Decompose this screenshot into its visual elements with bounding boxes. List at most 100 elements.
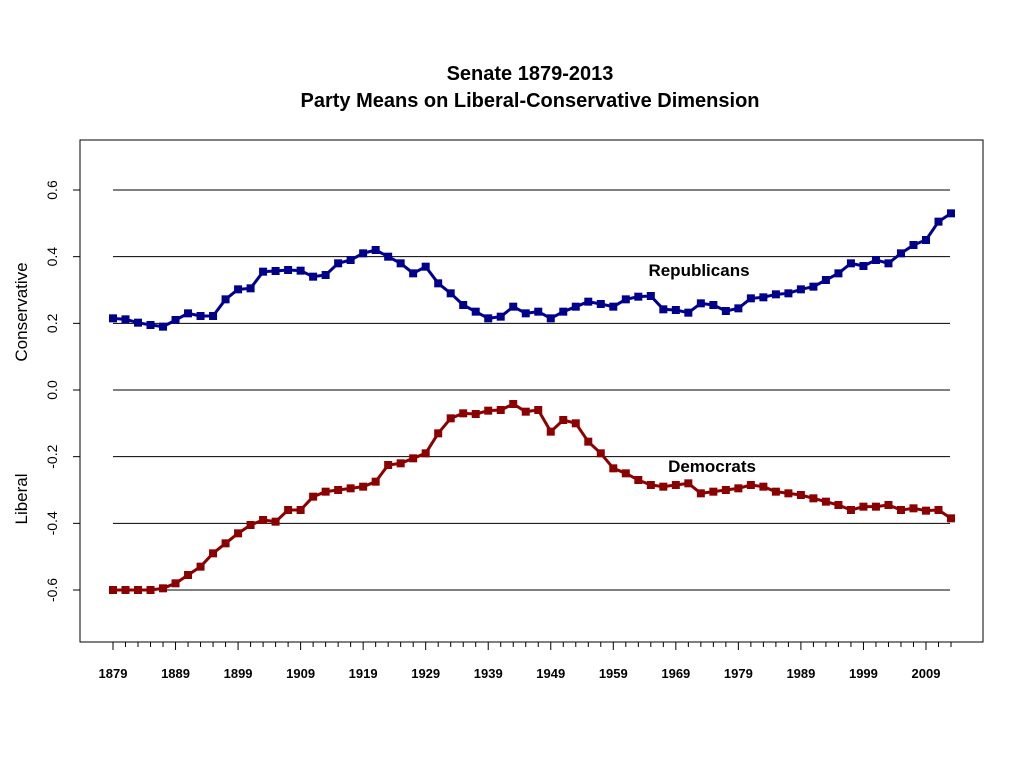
y-tick-label: -0.6 xyxy=(44,578,60,602)
republicans-point xyxy=(246,284,255,293)
republicans-point xyxy=(484,314,493,323)
democrats-point xyxy=(171,579,180,588)
democrats-point xyxy=(871,502,880,511)
y-axis: -0.6 -0.4 -0.2 0.0 0.2 0.4 0.6 xyxy=(44,180,80,602)
democrats-point xyxy=(371,477,380,486)
republicans-point xyxy=(646,292,655,301)
democrats-point xyxy=(246,520,255,529)
republicans-point xyxy=(921,236,930,245)
republicans-point xyxy=(784,289,793,298)
republicans-point xyxy=(621,295,630,304)
democrats-point xyxy=(134,585,143,594)
x-tick-label: 1899 xyxy=(224,666,253,681)
x-tick-label: 1979 xyxy=(724,666,753,681)
democrats-point xyxy=(559,415,568,424)
republicans-point xyxy=(934,217,943,226)
democrats-point xyxy=(484,406,493,415)
democrats-point xyxy=(721,485,730,494)
republicans-point xyxy=(184,309,193,318)
republicans-point xyxy=(309,272,318,281)
ylabel-conservative: Conservative xyxy=(12,262,31,361)
republicans-point xyxy=(134,318,143,327)
republicans-point xyxy=(859,262,868,271)
democrats-point xyxy=(521,407,530,416)
y-tick-label: 0.6 xyxy=(44,180,60,200)
y-tick-label: -0.4 xyxy=(44,511,60,535)
republicans-point xyxy=(234,285,243,294)
democrats-point xyxy=(796,490,805,499)
x-tick-label: 2009 xyxy=(912,666,941,681)
democrats-point xyxy=(846,505,855,514)
republicans-point xyxy=(684,308,693,317)
republicans-point xyxy=(296,266,305,275)
x-tick-label: 1909 xyxy=(286,666,315,681)
republicans-point xyxy=(946,209,955,218)
x-tick-label: 1889 xyxy=(161,666,190,681)
republicans-point xyxy=(821,276,830,285)
democrats-point xyxy=(259,515,268,524)
democrats-point xyxy=(209,549,218,558)
series-group xyxy=(109,209,955,594)
republicans-point xyxy=(696,299,705,308)
democrats-point xyxy=(346,484,355,493)
democrats-point xyxy=(734,484,743,493)
republicans-point xyxy=(209,312,218,321)
y-tick-label: 0.4 xyxy=(44,247,60,267)
x-axis: 1879 1889 1899 1909 1919 1929 1939 1949 1959 1969… xyxy=(99,642,952,681)
x-tick-label: 1919 xyxy=(349,666,378,681)
republicans-point xyxy=(446,289,455,298)
republicans-point xyxy=(734,304,743,313)
republicans-point xyxy=(371,246,380,255)
democrats-point xyxy=(534,405,543,414)
democrats-point xyxy=(571,419,580,428)
democrats-label: Democrats xyxy=(668,457,756,476)
democrats-point xyxy=(584,437,593,446)
democrats-point xyxy=(221,539,230,548)
republicans-label: Republicans xyxy=(648,261,749,280)
republicans-point xyxy=(546,314,555,323)
republicans-line xyxy=(112,212,952,329)
republicans-point xyxy=(909,241,918,250)
democrats-point xyxy=(646,480,655,489)
republicans-point xyxy=(284,266,293,275)
republicans-point xyxy=(709,301,718,310)
republicans-point xyxy=(584,297,593,306)
democrats-point xyxy=(446,414,455,423)
democrats-point xyxy=(421,449,430,458)
republicans-point xyxy=(121,315,130,324)
democrats-point xyxy=(496,405,505,414)
republicans-point xyxy=(359,249,368,258)
republicans-point xyxy=(534,307,543,316)
democrats-point xyxy=(621,469,630,478)
republicans-point xyxy=(409,269,418,278)
x-tick-label: 1949 xyxy=(536,666,565,681)
republicans-point xyxy=(221,295,230,304)
y-tick-label: 0.0 xyxy=(44,380,60,400)
republicans-point xyxy=(421,262,430,271)
republicans-point xyxy=(721,307,730,316)
democrats-point xyxy=(296,505,305,514)
democrats-point xyxy=(384,460,393,469)
republicans-point xyxy=(871,256,880,265)
x-tick-label: 1879 xyxy=(99,666,128,681)
democrats-point xyxy=(234,529,243,538)
democrats-point xyxy=(896,505,905,514)
republicans-point xyxy=(596,300,605,309)
democrats-point xyxy=(834,500,843,509)
republicans-point xyxy=(259,267,268,276)
democrats-point xyxy=(771,487,780,496)
y-tick-label: -0.2 xyxy=(44,444,60,468)
democrats-point xyxy=(459,409,468,418)
x-tick-label: 1939 xyxy=(474,666,503,681)
republicans-point xyxy=(609,302,618,311)
democrats-point xyxy=(684,479,693,488)
democrats-point xyxy=(184,570,193,579)
democrats-point xyxy=(671,480,680,489)
republicans-point xyxy=(884,259,893,268)
democrats-line xyxy=(113,402,952,592)
republicans-point xyxy=(321,271,330,280)
republicans-point xyxy=(671,306,680,315)
democrats-point xyxy=(271,517,280,526)
democrats-point xyxy=(784,489,793,498)
